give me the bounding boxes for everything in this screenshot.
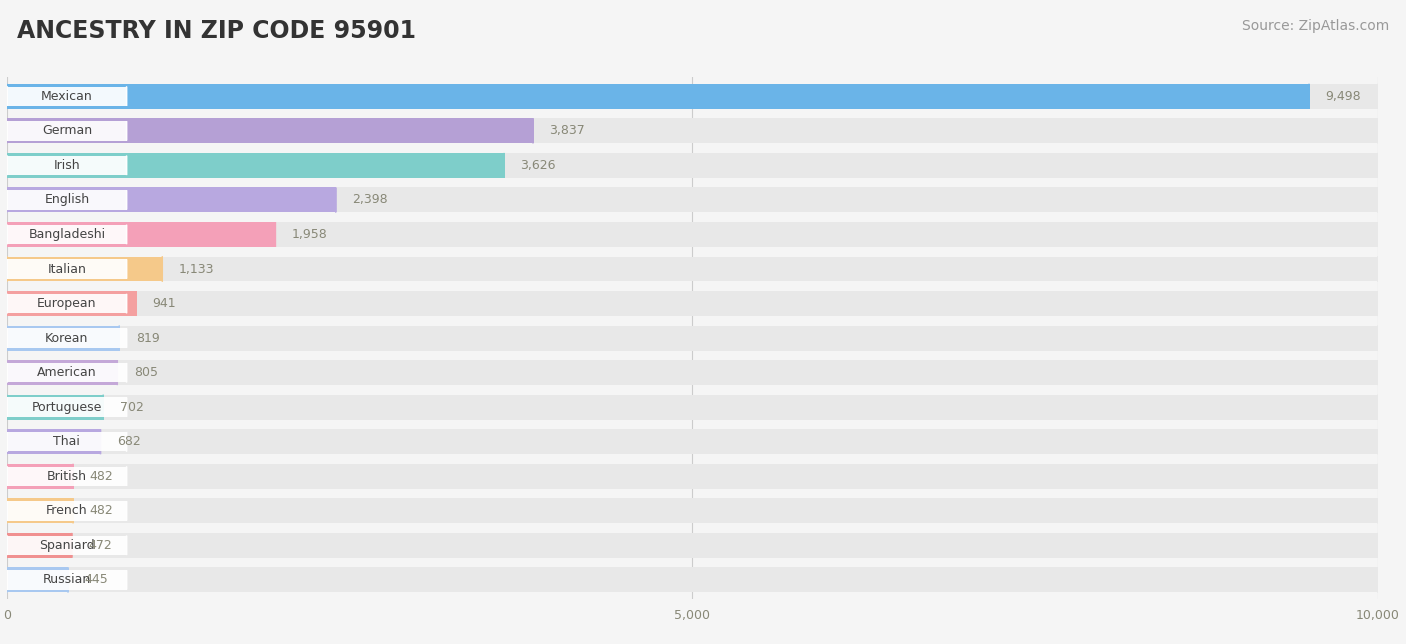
- FancyBboxPatch shape: [7, 567, 1378, 592]
- FancyBboxPatch shape: [7, 156, 127, 175]
- FancyBboxPatch shape: [7, 326, 120, 350]
- FancyBboxPatch shape: [7, 153, 503, 178]
- FancyBboxPatch shape: [7, 86, 127, 106]
- Text: German: German: [42, 124, 91, 137]
- FancyBboxPatch shape: [7, 467, 127, 486]
- Text: 472: 472: [89, 539, 112, 552]
- FancyBboxPatch shape: [7, 294, 127, 313]
- FancyBboxPatch shape: [7, 533, 1378, 558]
- FancyBboxPatch shape: [7, 190, 127, 209]
- FancyBboxPatch shape: [7, 291, 1378, 316]
- FancyBboxPatch shape: [7, 430, 100, 454]
- FancyBboxPatch shape: [7, 187, 336, 213]
- FancyBboxPatch shape: [7, 363, 127, 383]
- Text: 482: 482: [90, 504, 114, 517]
- FancyBboxPatch shape: [7, 84, 1309, 109]
- Text: American: American: [37, 366, 97, 379]
- Text: ANCESTRY IN ZIP CODE 95901: ANCESTRY IN ZIP CODE 95901: [17, 19, 416, 43]
- Text: 2,398: 2,398: [353, 193, 388, 207]
- FancyBboxPatch shape: [7, 498, 73, 524]
- FancyBboxPatch shape: [7, 118, 1378, 143]
- FancyBboxPatch shape: [7, 570, 127, 590]
- FancyBboxPatch shape: [7, 291, 136, 316]
- Text: 819: 819: [136, 332, 159, 345]
- FancyBboxPatch shape: [7, 464, 73, 489]
- Text: 3,837: 3,837: [550, 124, 585, 137]
- FancyBboxPatch shape: [7, 256, 1378, 281]
- FancyBboxPatch shape: [7, 222, 1378, 247]
- Text: Italian: Italian: [48, 263, 86, 276]
- FancyBboxPatch shape: [7, 360, 1378, 385]
- FancyBboxPatch shape: [7, 84, 1378, 109]
- Text: English: English: [45, 193, 90, 207]
- FancyBboxPatch shape: [7, 225, 127, 244]
- Text: Irish: Irish: [53, 159, 80, 172]
- Text: 1,958: 1,958: [292, 228, 328, 241]
- Text: Source: ZipAtlas.com: Source: ZipAtlas.com: [1241, 19, 1389, 33]
- Text: 702: 702: [120, 401, 143, 413]
- Text: Portuguese: Portuguese: [32, 401, 103, 413]
- Text: Mexican: Mexican: [41, 90, 93, 103]
- FancyBboxPatch shape: [7, 533, 72, 558]
- FancyBboxPatch shape: [7, 187, 1378, 213]
- FancyBboxPatch shape: [7, 432, 127, 451]
- Text: 941: 941: [152, 297, 176, 310]
- Text: French: French: [46, 504, 87, 517]
- Text: 3,626: 3,626: [520, 159, 555, 172]
- FancyBboxPatch shape: [7, 395, 1378, 420]
- FancyBboxPatch shape: [7, 498, 1378, 524]
- FancyBboxPatch shape: [7, 395, 103, 420]
- FancyBboxPatch shape: [7, 360, 117, 385]
- FancyBboxPatch shape: [7, 430, 1378, 454]
- Text: 682: 682: [117, 435, 141, 448]
- FancyBboxPatch shape: [7, 397, 127, 417]
- Text: 1,133: 1,133: [179, 263, 214, 276]
- FancyBboxPatch shape: [7, 536, 127, 555]
- FancyBboxPatch shape: [7, 501, 127, 520]
- Text: Bangladeshi: Bangladeshi: [28, 228, 105, 241]
- Text: European: European: [37, 297, 97, 310]
- Text: Korean: Korean: [45, 332, 89, 345]
- FancyBboxPatch shape: [7, 121, 127, 140]
- FancyBboxPatch shape: [7, 153, 1378, 178]
- Text: Spaniard: Spaniard: [39, 539, 94, 552]
- Text: 445: 445: [84, 573, 108, 587]
- FancyBboxPatch shape: [7, 464, 1378, 489]
- FancyBboxPatch shape: [7, 567, 67, 592]
- FancyBboxPatch shape: [7, 260, 127, 279]
- Text: Thai: Thai: [53, 435, 80, 448]
- FancyBboxPatch shape: [7, 222, 276, 247]
- Text: 482: 482: [90, 469, 114, 483]
- Text: British: British: [46, 469, 87, 483]
- FancyBboxPatch shape: [7, 118, 533, 143]
- FancyBboxPatch shape: [7, 256, 162, 281]
- Text: 805: 805: [134, 366, 157, 379]
- FancyBboxPatch shape: [7, 328, 127, 348]
- Text: Russian: Russian: [42, 573, 91, 587]
- FancyBboxPatch shape: [7, 326, 1378, 350]
- Text: 9,498: 9,498: [1326, 90, 1361, 103]
